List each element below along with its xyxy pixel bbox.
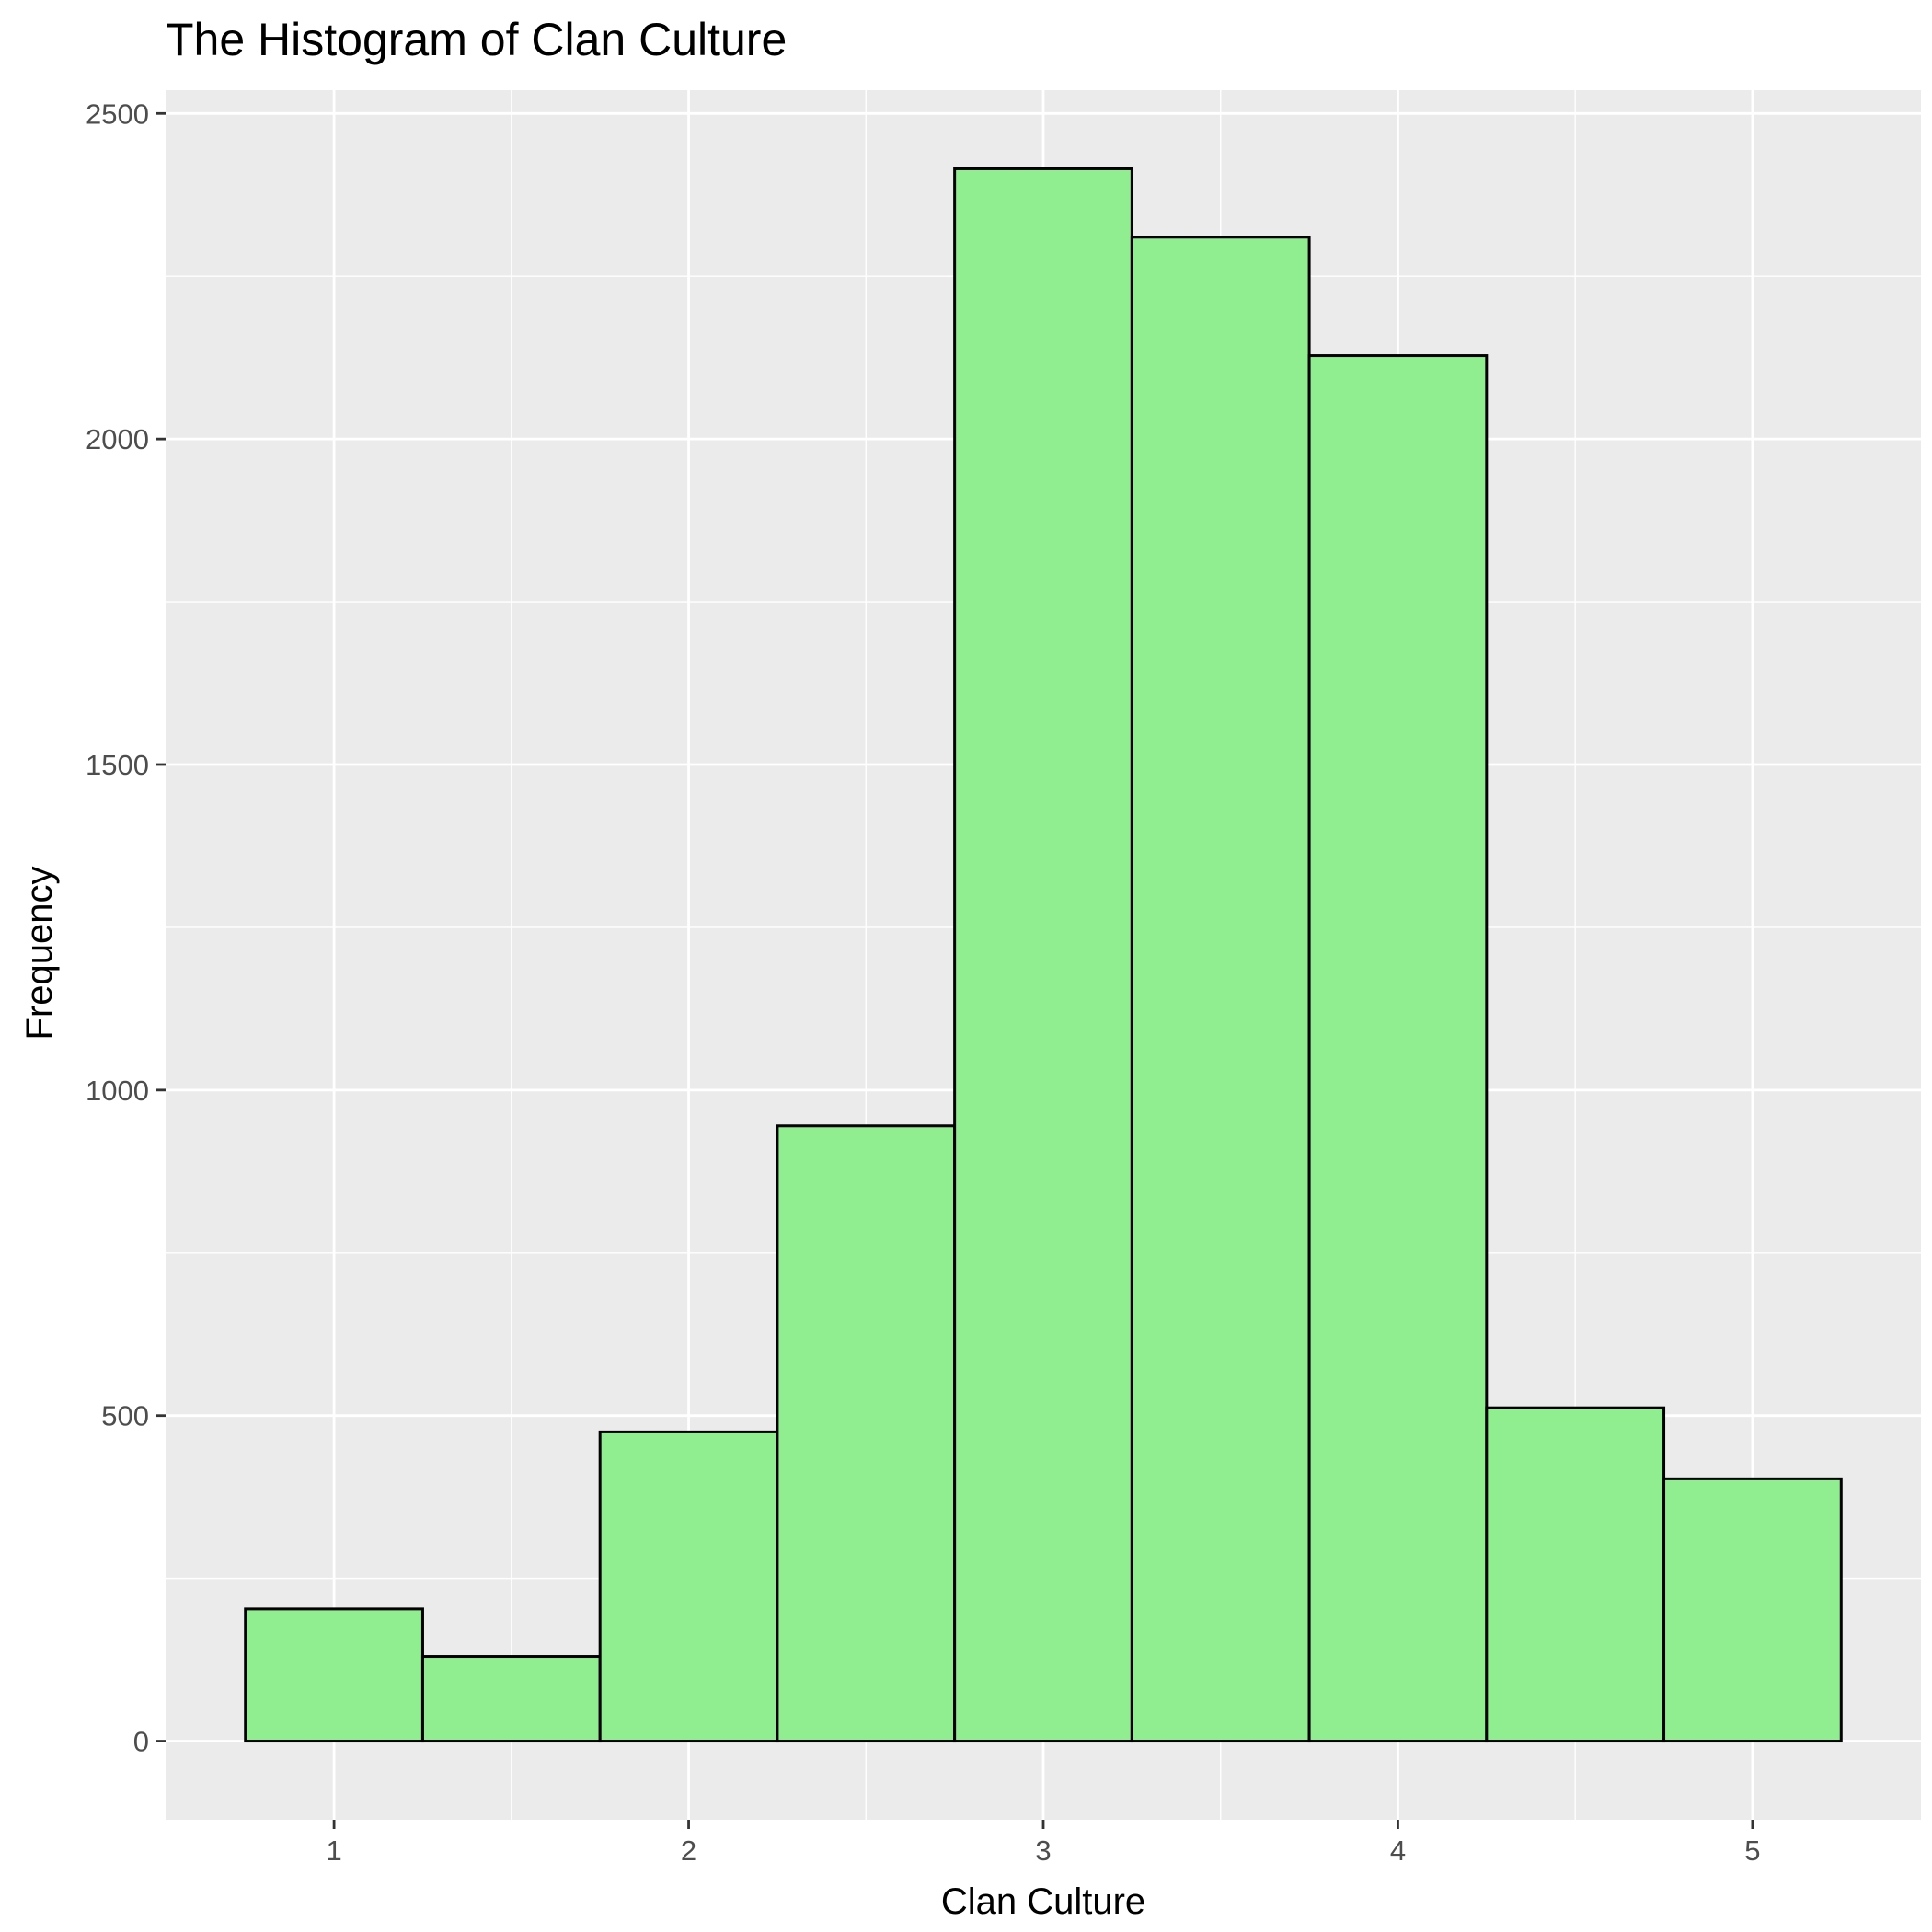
- histogram-bar: [598, 1430, 779, 1743]
- histogram-bar: [1485, 1406, 1666, 1743]
- histogram-bar: [244, 1607, 424, 1743]
- histogram-bar: [1662, 1477, 1843, 1743]
- y-tick-label: 2500: [86, 98, 149, 130]
- y-tick-label: 0: [133, 1726, 149, 1758]
- histogram-bar: [953, 167, 1133, 1743]
- y-tick-label: 500: [101, 1400, 149, 1432]
- y-tick-label: 1000: [86, 1075, 149, 1107]
- x-axis-title: Clan Culture: [941, 1881, 1145, 1922]
- x-tick-label: 3: [1035, 1834, 1051, 1867]
- x-tick-label: 5: [1744, 1834, 1760, 1867]
- histogram-bar: [420, 1655, 602, 1743]
- x-tick-label: 2: [681, 1834, 696, 1867]
- histogram-bars: [244, 167, 1843, 1743]
- y-tick-label: 1500: [86, 749, 149, 781]
- y-tick-label: 2000: [86, 423, 149, 455]
- x-tick-label: 4: [1390, 1834, 1406, 1867]
- y-axis-title: Frequency: [19, 867, 60, 1041]
- histogram-bar: [1130, 236, 1311, 1743]
- x-tick-label: 1: [326, 1834, 341, 1867]
- y-axis: 0 500 1000 1500 2000 2500: [86, 98, 166, 1758]
- x-axis: 1 2 3 4 5: [326, 1820, 1761, 1867]
- histogram-bar: [1307, 354, 1489, 1743]
- chart-title: The Histogram of Clan Culture: [166, 14, 787, 65]
- histogram-bar: [776, 1124, 957, 1743]
